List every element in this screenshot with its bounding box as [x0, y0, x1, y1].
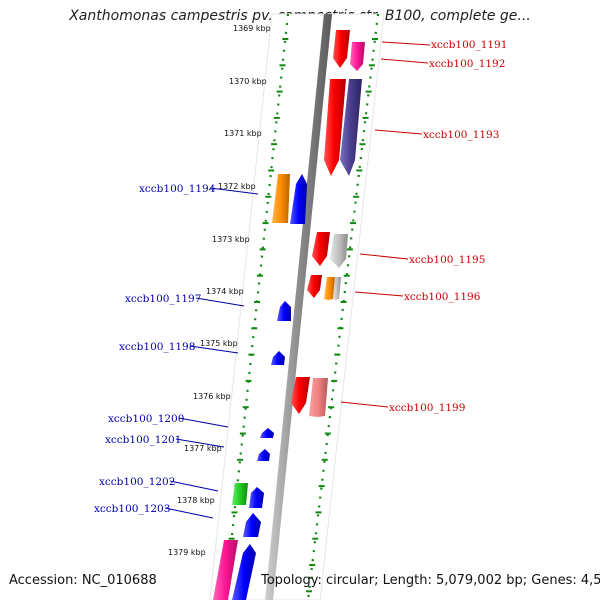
- leader-1200: [178, 417, 229, 428]
- gene-xccb100_1201[interactable]: [257, 449, 270, 461]
- gene-xccb100_1198[interactable]: [271, 351, 285, 365]
- gene-xccb100_1199-red[interactable]: [291, 377, 310, 414]
- gene-xccb100_1195[interactable]: [330, 234, 348, 268]
- gene-label-1197[interactable]: xccb100_1197: [125, 293, 201, 305]
- leader-1196: [354, 291, 404, 297]
- tick-label-1374: 1374 kbp: [206, 287, 244, 296]
- tick-label-1376: 1376 kbp: [193, 392, 231, 401]
- tick-label-partial: 1369 kbp: [233, 24, 271, 33]
- inner-lane: [209, 13, 325, 600]
- tick-label-1371: 1371 kbp: [224, 129, 262, 138]
- gene-xccb100_1191[interactable]: [333, 30, 350, 68]
- gene-label-1200[interactable]: xccb100_1200: [108, 413, 184, 425]
- leader-1199: [340, 401, 389, 408]
- gene-xccb100_1193[interactable]: [340, 79, 362, 176]
- tick-label-1370: 1370 kbp: [229, 77, 267, 86]
- tick-label-1377: 1377 kbp: [184, 444, 222, 453]
- gene-label-1191[interactable]: xccb100_1191: [431, 39, 507, 51]
- gene-xccb100_1196-red[interactable]: [307, 275, 322, 298]
- leader-1194: [209, 187, 259, 195]
- tick-label-1378: 1378 kbp: [177, 496, 215, 505]
- leader-1202: [169, 480, 219, 492]
- leader-1198: [189, 345, 239, 354]
- gene-xccb100_1202[interactable]: [232, 483, 248, 505]
- accession-text: Accession: NC_010688: [9, 573, 157, 588]
- gene-xccb100_1202-blue[interactable]: [249, 487, 264, 508]
- leader-1195: [359, 253, 409, 260]
- gene-xccb100_1192[interactable]: [350, 42, 365, 71]
- leader-1201: [175, 438, 225, 448]
- gene-xccb100_1194[interactable]: [290, 174, 307, 224]
- leader-1197: [195, 297, 245, 307]
- tick-label-1379: 1379 kbp: [168, 548, 206, 557]
- gene-label-1199[interactable]: xccb100_1199: [389, 402, 465, 414]
- gene-xccb100_1195-red[interactable]: [312, 232, 330, 266]
- leader-1192: [380, 58, 429, 64]
- leader-1193: [374, 129, 423, 135]
- gene-xccb100_1194-orange[interactable]: [272, 174, 290, 223]
- gene-xccb100_1203[interactable]: [243, 513, 261, 537]
- tick-label-1373: 1373 kbp: [212, 235, 250, 244]
- gene-label-1193[interactable]: xccb100_1193: [423, 129, 499, 141]
- gene-label-1201[interactable]: xccb100_1201: [105, 434, 181, 446]
- gene-label-1196[interactable]: xccb100_1196: [404, 291, 481, 303]
- gene-label-1202[interactable]: xccb100_1202: [99, 476, 175, 488]
- gene-label-1194[interactable]: xccb100_1194: [139, 183, 216, 195]
- topology-summary: Topology: circular; Length: 5,079,002 bp…: [261, 573, 600, 588]
- gene-label-1195[interactable]: xccb100_1195: [409, 254, 485, 266]
- tick-label-1375: 1375 kbp: [200, 339, 238, 348]
- gene-xccb100_1200[interactable]: [260, 428, 274, 438]
- gene-bottom-pink[interactable]: [213, 540, 238, 600]
- gene-label-1192[interactable]: xccb100_1192: [429, 58, 505, 70]
- gene-xccb100_1196[interactable]: [324, 277, 341, 300]
- gene-xccb100_1193-red[interactable]: [324, 79, 346, 176]
- genome-backbone: [265, 14, 332, 600]
- gene-xccb100_1197[interactable]: [277, 301, 291, 321]
- tick-label-1372: 1372 kbp: [218, 182, 256, 191]
- gene-label-1198[interactable]: xccb100_1198: [119, 341, 195, 353]
- gene-xccb100_1199[interactable]: [309, 378, 328, 417]
- gene-bottom-blue[interactable]: [232, 544, 256, 600]
- gene-label-1203[interactable]: xccb100_1203: [94, 503, 170, 515]
- leader-1203: [164, 507, 214, 519]
- leader-1191: [381, 41, 431, 46]
